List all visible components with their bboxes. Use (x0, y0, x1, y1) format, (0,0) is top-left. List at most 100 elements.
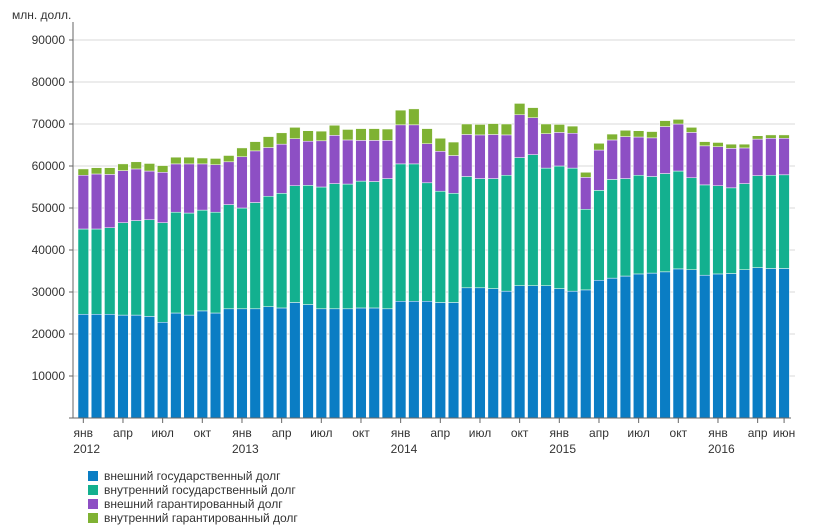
bar-segment (381, 140, 393, 179)
bar-segment (183, 314, 195, 419)
bar-segment (104, 227, 116, 315)
x-tick-label: окт (670, 426, 688, 440)
bar-segment (633, 174, 645, 275)
bar-segment (421, 143, 433, 184)
bar-segment (209, 312, 222, 419)
bars (77, 103, 790, 419)
legend-label: внутренний гарантированный долг (104, 511, 298, 525)
bar-segment (143, 219, 155, 317)
x-tick-label: янв (391, 426, 411, 440)
x-tick-label: апр (589, 426, 609, 440)
bar-segment (646, 176, 658, 274)
bar-segment (738, 269, 750, 419)
bar-segment (580, 177, 592, 210)
bar-segment (355, 140, 367, 182)
bar-segment (90, 228, 103, 315)
bar-segment (566, 125, 579, 134)
bar-segment (553, 124, 565, 133)
bar-segment (408, 300, 420, 419)
bar-segment (527, 154, 539, 286)
bar-segment (725, 143, 737, 149)
x-year-label: 2014 (391, 442, 418, 456)
bar-segment (395, 109, 407, 126)
bar-segment (209, 158, 222, 165)
bar-segment (447, 155, 460, 194)
bar-segment (302, 185, 314, 305)
bar-segment (262, 136, 274, 148)
bar-segment (395, 300, 407, 419)
bar-segment (117, 163, 129, 171)
bar-segment (540, 123, 552, 134)
bar-segment (659, 173, 671, 273)
bar-segment (619, 130, 631, 137)
bar-segment (500, 290, 512, 419)
bar-segment (514, 157, 526, 286)
bar-segment (236, 147, 248, 158)
bar-segment (104, 174, 116, 228)
x-tick-label: янв (74, 426, 94, 440)
bar-segment (408, 108, 420, 126)
bar-segment (368, 307, 380, 419)
x-tick-label: апр (748, 426, 768, 440)
bar-segment (659, 126, 671, 174)
bar-segment (355, 307, 367, 419)
bar-segment (606, 179, 618, 279)
x-year-label: 2016 (708, 442, 735, 456)
bar-segment (117, 222, 129, 316)
bar-segment (712, 142, 724, 147)
legend-item: внутренний государственный долг (88, 483, 298, 497)
x-tick-label: июл (151, 426, 173, 440)
x-tick-label: апр (430, 426, 450, 440)
bar-segment (355, 180, 367, 309)
bar-segment (553, 132, 565, 167)
bar-segment (712, 273, 724, 419)
axes (69, 22, 791, 423)
bar-segment (487, 288, 499, 419)
y-tick-label: 30000 (32, 285, 66, 299)
bar-segment (765, 174, 777, 269)
bar-segment (566, 132, 579, 169)
bar-segment (765, 268, 777, 419)
bar-segment (474, 287, 486, 419)
bar-segment (289, 185, 301, 303)
bar-segment (117, 170, 129, 223)
bar-segment (619, 178, 631, 277)
bar-segment (395, 163, 407, 302)
bar-segment (249, 150, 261, 203)
bar-segment (315, 140, 327, 188)
bar-segment (580, 289, 592, 419)
bar-segment (196, 163, 208, 211)
bar-segment (236, 308, 248, 419)
bar-segment (699, 274, 711, 419)
bar-segment (90, 173, 103, 230)
legend-swatch (88, 471, 98, 481)
bar-segment (262, 195, 274, 307)
bar-segment (752, 135, 764, 140)
bar-segment (474, 124, 486, 136)
x-tick-label: янв (550, 426, 570, 440)
bar-segment (712, 146, 724, 186)
bar-segment (593, 143, 605, 151)
bar-segment (553, 288, 565, 419)
bar-segment (593, 279, 605, 419)
legend-item: внутренний гарантированный долг (88, 511, 298, 525)
bar-segment (183, 163, 195, 214)
x-year-label: 2015 (549, 442, 576, 456)
bar-segment (262, 147, 274, 197)
bar-segment (223, 155, 235, 163)
bar-segment (236, 207, 248, 310)
bar-segment (421, 128, 433, 144)
bar-segment (434, 302, 446, 419)
bar-segment (580, 209, 592, 291)
bar-segment (672, 119, 684, 125)
legend-label: внутренний государственный долг (104, 483, 296, 497)
bar-segment (381, 128, 393, 141)
bar-segment (328, 308, 341, 419)
bar-segment (157, 321, 169, 419)
y-axis-label: млн. долл. (12, 8, 71, 22)
x-tick-labels: янв 2012 апр июл окт янв 2013 апр июл окт янв 2014 а… (73, 426, 795, 456)
bar-segment (461, 134, 473, 177)
bar-segment (183, 156, 195, 165)
bar-segment (77, 228, 89, 315)
bar-segment (646, 272, 658, 419)
